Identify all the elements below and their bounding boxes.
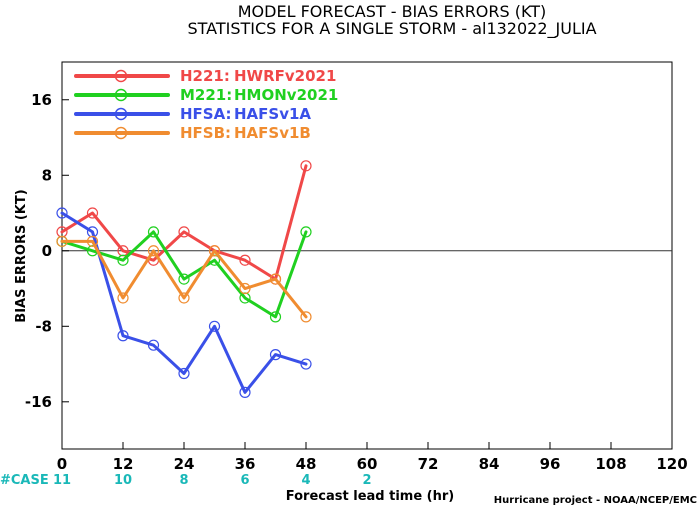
x-tick-label: 24 [174,455,195,473]
x-tick-label: 12 [113,455,134,473]
data-point [300,358,312,370]
data-point [178,292,190,304]
data-point [147,245,160,257]
y-tick-label: -8 [35,317,52,335]
x-tick-label: 72 [418,455,439,473]
case-count: 8 [179,473,188,488]
x-tick-label: 36 [235,455,256,473]
legend-marker [114,88,128,102]
y-tick-label: 0 [42,242,52,260]
chart-title: MODEL FORECAST - BIAS ERRORS (KT) [238,2,547,21]
series-line [60,230,308,319]
data-point [117,254,129,266]
legend-model: HWRFv2021 [234,67,336,85]
series-2 [56,207,312,398]
x-tick-label: 96 [540,455,561,473]
x-tick-label: 48 [296,455,317,473]
series-0 [56,160,312,285]
legend-label: H221: [180,67,230,85]
data-point [147,339,160,351]
series-line [60,211,308,394]
legend-model: HAFSv1B [234,124,311,142]
case-label: #CASE [0,473,49,488]
data-point [147,226,160,238]
series-3 [56,235,312,323]
data-point [300,311,312,323]
x-tick-label: 120 [656,455,687,473]
x-tick-label: 108 [595,455,626,473]
chart-subtitle: STATISTICS FOR A SINGLE STORM - al132022… [187,19,596,39]
legend-marker [114,126,128,140]
y-tick-label: 16 [31,91,52,109]
data-point [239,386,251,398]
data-point [208,245,221,257]
legend-label: HFSA: [180,105,232,123]
legend-label: HFSB: [180,124,231,142]
legend-model: HMONv2021 [234,86,338,104]
legend-label: M221: [180,86,232,104]
series-line [60,239,308,319]
data-point [239,282,251,295]
data-point [300,160,312,172]
data-point [86,235,99,247]
data-point [239,254,251,266]
data-point [56,235,68,247]
data-point [86,207,99,219]
y-axis-label: BIAS ERRORS (KT) [14,189,29,322]
y-tick-label: 8 [42,166,52,184]
legend-marker [114,69,128,83]
data-point [300,226,312,238]
data-point [178,226,190,238]
data-point [269,273,282,285]
case-count: 4 [301,473,310,488]
x-tick-label: 60 [357,455,378,473]
series-line [60,164,308,281]
data-point [178,367,190,380]
case-count: 2 [362,473,371,488]
data-point [269,349,282,361]
x-tick-label: 84 [479,455,500,473]
credit-text: Hurricane project - NOAA/NCEP/EMC [494,495,697,506]
data-point [178,273,190,285]
case-count: 11 [53,473,71,488]
legend-model: HAFSv1A [234,105,311,123]
x-tick-label: 0 [57,455,67,473]
case-count: 6 [240,473,249,488]
data-point [208,320,221,332]
data-point [117,330,129,342]
data-point [117,292,129,304]
legend-marker [114,107,128,121]
x-axis-label: Forecast lead time (hr) [286,489,454,504]
data-point [269,311,282,323]
y-tick-label: -16 [25,393,52,411]
data-point [56,207,68,219]
case-count: 10 [114,473,132,488]
